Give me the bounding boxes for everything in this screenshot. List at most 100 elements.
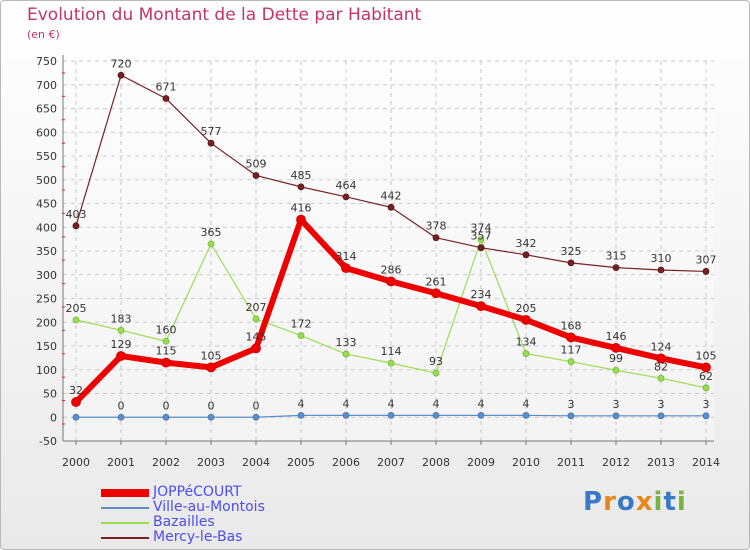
y-tick-label: 300 <box>36 269 57 282</box>
data-label: 310 <box>651 252 672 265</box>
proxiti-logo: Proxiti <box>583 487 687 517</box>
data-point <box>117 413 125 421</box>
data-label: 32 <box>69 384 83 397</box>
y-tick-label: 350 <box>36 245 57 258</box>
y-tick-label: 50 <box>43 388 57 401</box>
data-point <box>206 362 216 373</box>
data-label: 145 <box>246 330 267 343</box>
data-label: 207 <box>246 301 267 314</box>
data-label: 134 <box>516 336 537 349</box>
data-point <box>657 374 665 382</box>
logo-letter: r <box>603 487 617 517</box>
data-point <box>522 411 530 419</box>
data-label: 183 <box>111 312 132 325</box>
data-label: 3 <box>703 398 710 411</box>
data-point <box>117 326 125 334</box>
data-label: 403 <box>66 208 87 221</box>
data-label: 577 <box>201 125 222 138</box>
data-point <box>297 183 305 191</box>
data-point <box>251 343 261 354</box>
x-tick-label: 2011 <box>557 456 585 469</box>
data-label: 4 <box>433 397 440 410</box>
data-label: 314 <box>336 250 357 263</box>
data-point <box>612 264 620 272</box>
y-tick-label: 650 <box>36 103 57 116</box>
data-label: 0 <box>118 399 125 412</box>
data-label: 464 <box>336 179 357 192</box>
data-point <box>521 314 531 325</box>
x-tick-label: 2014 <box>692 456 720 469</box>
data-point <box>432 411 440 419</box>
data-label: 720 <box>111 57 132 70</box>
data-point <box>611 342 621 353</box>
y-tick-label: 150 <box>36 340 57 353</box>
x-tick-label: 2013 <box>647 456 675 469</box>
legend-swatch <box>101 489 149 497</box>
data-label: 129 <box>111 338 132 351</box>
data-label: 105 <box>696 349 717 362</box>
data-point <box>387 203 395 211</box>
x-tick-label: 2010 <box>512 456 540 469</box>
data-label: 442 <box>381 189 402 202</box>
data-point <box>162 95 170 102</box>
data-point <box>477 236 485 244</box>
data-label: 378 <box>426 220 447 233</box>
y-tick-label: 750 <box>36 55 57 68</box>
data-label: 4 <box>523 397 530 410</box>
data-label: 671 <box>156 81 177 94</box>
data-label: 315 <box>606 250 627 263</box>
data-point <box>387 411 395 419</box>
data-label: 205 <box>516 302 537 315</box>
data-label: 205 <box>66 302 87 315</box>
data-label: 105 <box>201 349 222 362</box>
data-point <box>207 240 215 248</box>
x-tick-label: 2003 <box>197 456 225 469</box>
data-point <box>72 222 80 230</box>
data-point <box>657 412 665 420</box>
logo-letter: i <box>653 487 664 517</box>
data-point <box>657 266 665 274</box>
legend-label: Mercy-le-Bas <box>153 529 243 545</box>
data-label: 62 <box>699 370 713 383</box>
data-point <box>341 263 351 274</box>
data-label: 0 <box>208 399 215 412</box>
x-tick-label: 2001 <box>107 456 135 469</box>
data-label: 365 <box>201 226 222 239</box>
data-label: 509 <box>246 157 267 170</box>
data-point <box>252 315 260 323</box>
data-label: 286 <box>381 263 402 276</box>
data-label: 82 <box>654 360 668 373</box>
data-point <box>477 244 485 252</box>
data-label: 3 <box>658 398 665 411</box>
x-tick-label: 2007 <box>377 456 405 469</box>
x-tick-label: 2005 <box>287 456 315 469</box>
data-point <box>566 332 576 343</box>
data-label: 3 <box>613 398 620 411</box>
logo-letter: x <box>635 487 654 517</box>
y-tick-label: 500 <box>36 174 57 187</box>
x-tick-label: 2004 <box>242 456 270 469</box>
x-tick-label: 2006 <box>332 456 360 469</box>
data-point <box>72 413 80 421</box>
data-label: 0 <box>253 399 260 412</box>
y-tick-label: 700 <box>36 79 57 92</box>
plot-area <box>63 61 714 441</box>
y-tick-label: 250 <box>36 293 57 306</box>
data-label: 3 <box>568 398 575 411</box>
data-label: 160 <box>156 323 177 336</box>
data-point <box>387 359 395 367</box>
data-label: 307 <box>696 253 717 266</box>
data-label: 261 <box>426 275 447 288</box>
x-tick-label: 2008 <box>422 456 450 469</box>
data-label: 4 <box>478 397 485 410</box>
y-tick-label: 550 <box>36 150 57 163</box>
logo-letter: P <box>583 487 604 517</box>
data-point <box>252 172 260 179</box>
data-point <box>161 357 171 368</box>
data-point <box>522 251 530 259</box>
y-tick-label: 0 <box>50 411 57 424</box>
data-label: 115 <box>156 345 177 358</box>
data-point <box>342 350 350 358</box>
data-point <box>567 358 575 366</box>
